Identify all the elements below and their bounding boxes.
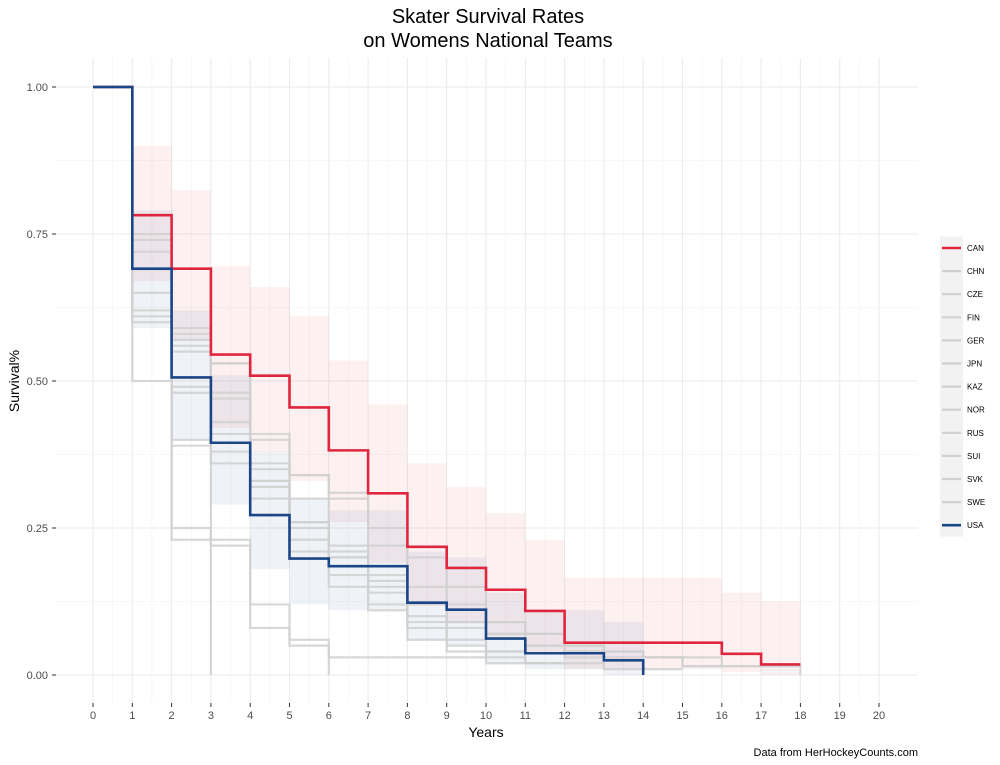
- x-tick-label: 13: [598, 710, 610, 722]
- ci-band-can: [761, 601, 801, 675]
- x-tick-label: 1: [129, 710, 135, 722]
- ci-band-can: [643, 577, 683, 670]
- ci-band-usa: [328, 510, 369, 611]
- legend-label-chn: CHN: [967, 267, 985, 276]
- curve-nor: [93, 85, 526, 659]
- x-tick-label: 9: [444, 710, 450, 722]
- chart-title-line2: on Womens National Teams: [363, 30, 612, 52]
- ci-band-can: [368, 404, 408, 564]
- ci-band-can: [289, 316, 329, 481]
- survival-curves: [93, 85, 802, 675]
- legend-label-swe: SWE: [967, 498, 985, 507]
- x-tick-label: 12: [558, 710, 570, 722]
- x-tick-label: 20: [873, 710, 885, 722]
- legend-label-jpn: JPN: [967, 360, 982, 369]
- ci-band-usa: [368, 510, 408, 611]
- y-tick-label: 1.00: [27, 82, 48, 94]
- y-tick-label: 0.50: [27, 376, 48, 388]
- x-tick-label: 18: [794, 710, 806, 722]
- x-tick-label: 3: [208, 710, 214, 722]
- legend-label-svk: SVK: [967, 475, 984, 484]
- ci-band-can: [328, 360, 369, 523]
- legend-label-sui: SUI: [967, 452, 980, 461]
- ci-band-can: [407, 463, 447, 605]
- y-axis-ticks: 0.00 0.25 0.50 0.75 1.00: [27, 82, 56, 682]
- ci-band-usa: [486, 592, 526, 664]
- ci-band-can: [210, 266, 251, 429]
- curve-usa: [93, 85, 645, 675]
- legend-label-can: CAN: [967, 244, 984, 253]
- x-tick-label: 14: [637, 710, 649, 722]
- x-tick-label: 2: [169, 710, 175, 722]
- x-tick-label: 10: [480, 710, 492, 722]
- curve-sui: [93, 85, 683, 671]
- x-tick-label: 5: [286, 710, 292, 722]
- ci-band-can: [171, 189, 211, 340]
- x-tick-label: 0: [90, 710, 96, 722]
- ci-band-can: [486, 513, 526, 640]
- ci-band-can: [721, 592, 762, 673]
- x-axis-title: Years: [468, 724, 503, 740]
- legend: CAN CHN CZE FIN GER JPN KAZ NOR RUS SUI SVK SWE USA: [940, 236, 985, 537]
- legend-label-ger: GER: [967, 336, 985, 345]
- y-tick-label: 0.25: [27, 523, 48, 535]
- chart-title-line1: Skater Survival Rates: [392, 6, 584, 28]
- x-tick-label: 11: [520, 710, 531, 722]
- x-tick-label: 4: [247, 710, 253, 722]
- y-tick-label: 0.75: [27, 229, 48, 241]
- ci-band-usa: [210, 375, 251, 505]
- legend-label-fin: FIN: [967, 313, 980, 322]
- x-axis-ticks: 0 1 2 3 4 5 6 7 8 9 10 11 12 13 14 15 16 17 18 19 20: [90, 703, 885, 722]
- ci-band-usa: [250, 451, 290, 570]
- ci-band-can: [446, 486, 486, 623]
- ci-band-usa: [564, 610, 604, 670]
- x-tick-label: 8: [404, 710, 410, 722]
- ci-band-can: [682, 577, 722, 670]
- x-tick-label: 19: [834, 710, 846, 722]
- y-tick-label: 0.00: [27, 670, 48, 682]
- legend-label-usa: USA: [967, 521, 984, 530]
- x-tick-label: 16: [716, 710, 728, 722]
- ci-band-can: [132, 145, 172, 282]
- x-tick-label: 15: [676, 710, 688, 722]
- y-axis-title: Survival%: [6, 350, 22, 412]
- legend-label-kaz: KAZ: [967, 383, 983, 392]
- curve-can: [93, 85, 801, 666]
- ci-band-usa: [407, 551, 447, 640]
- ci-band-usa: [603, 622, 644, 675]
- legend-label-cze: CZE: [967, 290, 983, 299]
- ci-band-can: [250, 286, 290, 452]
- legend-label-rus: RUS: [967, 429, 984, 438]
- caption: Data from HerHockeyCounts.com: [754, 747, 918, 759]
- ci-band-usa: [171, 310, 211, 440]
- ci-band-usa: [525, 610, 565, 670]
- ci-band-can: [603, 577, 644, 670]
- x-tick-label: 6: [326, 710, 332, 722]
- x-tick-label: 7: [365, 710, 371, 722]
- legend-label-nor: NOR: [967, 406, 985, 415]
- ci-band-usa: [446, 557, 486, 646]
- x-tick-label: 17: [755, 710, 767, 722]
